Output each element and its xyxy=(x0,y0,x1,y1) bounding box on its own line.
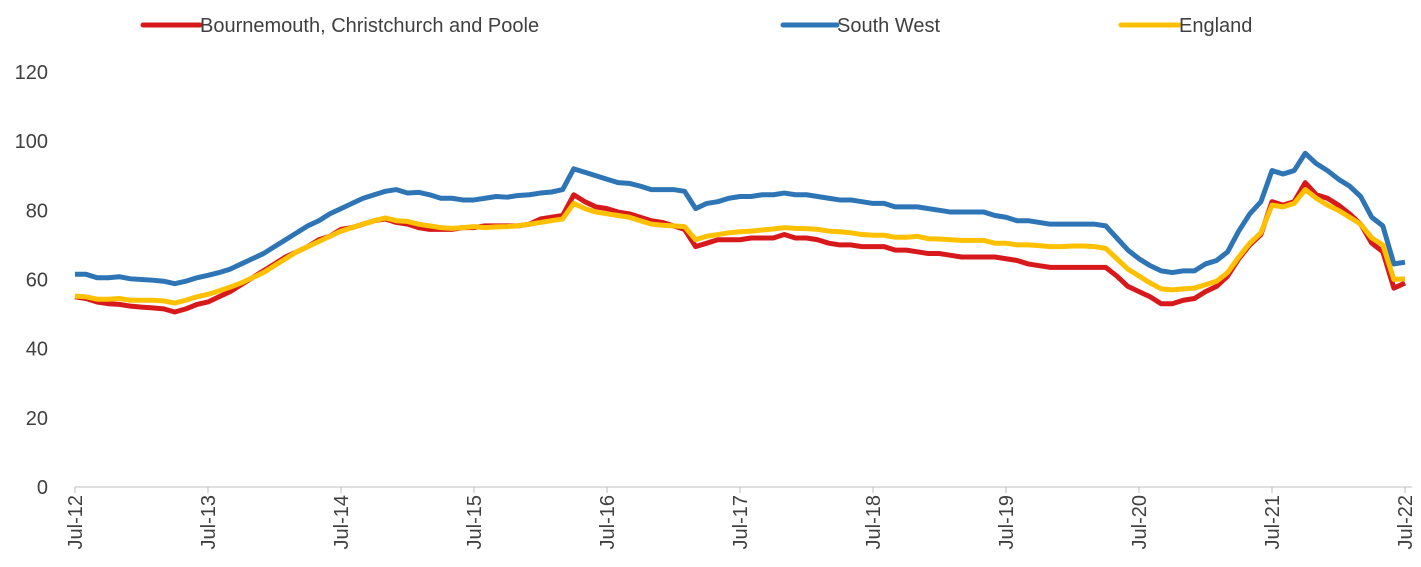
x-tick-label: Jul-20 xyxy=(1129,495,1151,549)
x-tick-label: Jul-13 xyxy=(198,495,220,549)
legend-label: Bournemouth, Christchurch and Poole xyxy=(200,15,539,37)
x-tick-label: Jul-12 xyxy=(65,495,87,549)
x-tick-label: Jul-22 xyxy=(1395,495,1417,549)
x-tick-label: Jul-14 xyxy=(331,495,353,549)
y-tick-label: 40 xyxy=(26,339,48,361)
legend-label: South West xyxy=(837,15,940,37)
x-tick-label: Jul-16 xyxy=(597,495,619,549)
y-tick-label: 60 xyxy=(26,270,48,292)
x-tick-label: Jul-18 xyxy=(863,495,885,549)
x-tick-label: Jul-21 xyxy=(1262,495,1284,549)
legend-label: England xyxy=(1179,15,1252,37)
x-tick-label: Jul-19 xyxy=(996,495,1018,549)
series-line xyxy=(74,187,1406,306)
series-line xyxy=(75,150,1406,287)
x-tick-label: Jul-15 xyxy=(464,495,486,549)
y-tick-label: 20 xyxy=(26,408,48,430)
y-tick-label: 120 xyxy=(15,62,48,84)
y-tick-label: 80 xyxy=(26,200,48,222)
x-tick-label: Jul-17 xyxy=(730,495,752,549)
y-tick-label: 0 xyxy=(37,477,48,499)
y-tick-label: 100 xyxy=(15,131,48,153)
